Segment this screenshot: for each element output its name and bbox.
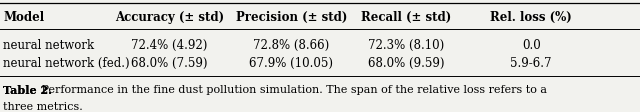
Text: Table 2.: Table 2. xyxy=(3,84,52,95)
Text: 67.9% (10.05): 67.9% (10.05) xyxy=(249,56,333,69)
Text: 68.0% (7.59): 68.0% (7.59) xyxy=(131,56,208,69)
Text: Model: Model xyxy=(3,11,44,24)
Text: Performance in the fine dust pollution simulation. The span of the relative loss: Performance in the fine dust pollution s… xyxy=(38,85,547,95)
Text: Precision (± std): Precision (± std) xyxy=(236,11,347,24)
Text: Recall (± std): Recall (± std) xyxy=(361,11,452,24)
Text: neural network (fed.): neural network (fed.) xyxy=(3,56,130,69)
Text: neural network: neural network xyxy=(3,38,94,51)
Text: 72.3% (8.10): 72.3% (8.10) xyxy=(368,38,445,51)
Text: 68.0% (9.59): 68.0% (9.59) xyxy=(368,56,445,69)
Text: 72.8% (8.66): 72.8% (8.66) xyxy=(253,38,330,51)
Text: Accuracy (± std): Accuracy (± std) xyxy=(115,11,224,24)
Text: Table 2. Performance in the fine dust pollution simulation. The span of the rela: Table 2. Performance in the fine dust po… xyxy=(3,85,557,95)
Text: 72.4% (4.92): 72.4% (4.92) xyxy=(131,38,208,51)
Text: Table 2.: Table 2. xyxy=(3,84,52,95)
Text: 0.0: 0.0 xyxy=(522,38,541,51)
Text: three metrics.: three metrics. xyxy=(3,101,83,111)
Text: 5.9-6.7: 5.9-6.7 xyxy=(511,56,552,69)
Text: Rel. loss (%): Rel. loss (%) xyxy=(490,11,572,24)
